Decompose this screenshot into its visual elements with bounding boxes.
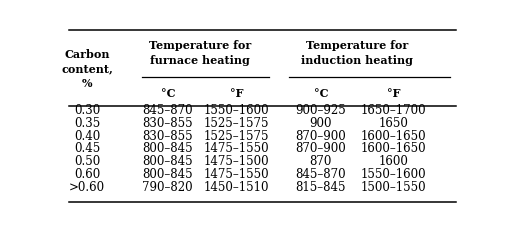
Text: 900–925: 900–925	[295, 104, 346, 117]
Text: Temperature for
induction heating: Temperature for induction heating	[301, 40, 413, 65]
Text: 1600: 1600	[379, 155, 408, 167]
Text: 0.40: 0.40	[74, 129, 100, 142]
Text: 1650: 1650	[379, 117, 408, 130]
Text: °C: °C	[161, 87, 175, 98]
Text: 0.35: 0.35	[74, 117, 100, 130]
Text: °F: °F	[229, 87, 243, 98]
Text: 1525–1575: 1525–1575	[203, 129, 269, 142]
Text: 1475–1550: 1475–1550	[203, 167, 269, 180]
Text: 830–855: 830–855	[142, 129, 193, 142]
Text: 870–900: 870–900	[295, 129, 346, 142]
Text: 1600–1650: 1600–1650	[361, 142, 426, 155]
Text: 815–845: 815–845	[296, 180, 346, 193]
Text: 845–870: 845–870	[295, 167, 346, 180]
Text: 790–820: 790–820	[142, 180, 193, 193]
Text: 1525–1575: 1525–1575	[203, 117, 269, 130]
Text: 0.45: 0.45	[74, 142, 100, 155]
Text: 1550–1600: 1550–1600	[203, 104, 269, 117]
Text: 0.50: 0.50	[74, 155, 100, 167]
Text: 800–845: 800–845	[142, 155, 193, 167]
Text: 1550–1600: 1550–1600	[361, 167, 426, 180]
Text: 900: 900	[309, 117, 332, 130]
Text: °F: °F	[387, 87, 400, 98]
Text: 870: 870	[310, 155, 332, 167]
Text: Carbon
content,
%: Carbon content, %	[61, 49, 113, 89]
Text: 830–855: 830–855	[142, 117, 193, 130]
Text: 1500–1550: 1500–1550	[361, 180, 426, 193]
Text: °C: °C	[314, 87, 328, 98]
Text: 0.30: 0.30	[74, 104, 100, 117]
Text: >0.60: >0.60	[69, 180, 105, 193]
Text: 1475–1500: 1475–1500	[203, 155, 269, 167]
Text: 1450–1510: 1450–1510	[203, 180, 269, 193]
Text: 1600–1650: 1600–1650	[361, 129, 426, 142]
Text: 0.60: 0.60	[74, 167, 100, 180]
Text: 800–845: 800–845	[142, 142, 193, 155]
Text: 845–870: 845–870	[142, 104, 193, 117]
Text: 1650–1700: 1650–1700	[361, 104, 426, 117]
Text: 1475–1550: 1475–1550	[203, 142, 269, 155]
Text: 870–900: 870–900	[295, 142, 346, 155]
Text: Temperature for
furnace heating: Temperature for furnace heating	[149, 40, 251, 65]
Text: 800–845: 800–845	[142, 167, 193, 180]
